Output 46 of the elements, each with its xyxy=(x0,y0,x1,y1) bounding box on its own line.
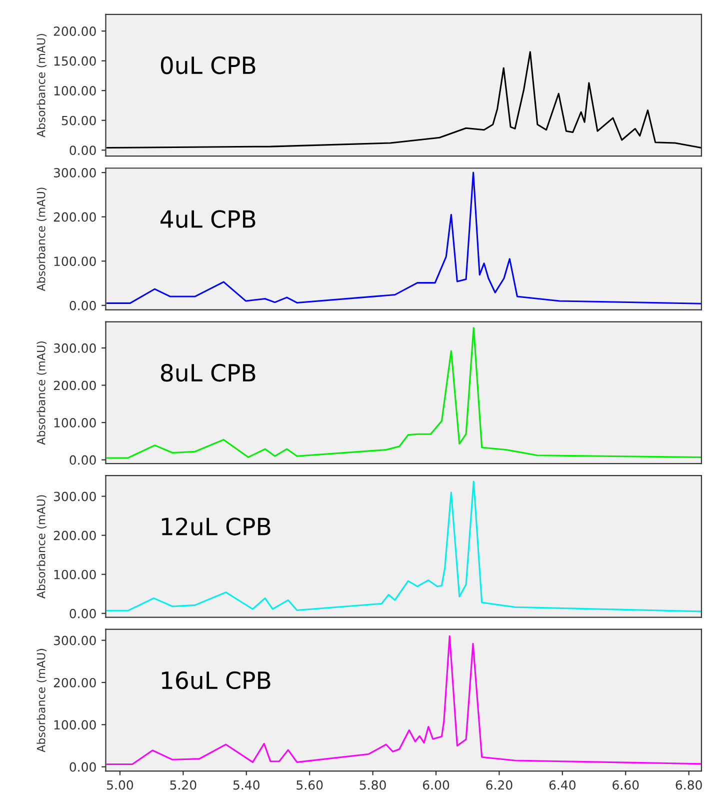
y-tick-label: 150.00 xyxy=(54,56,96,66)
y-tick-label: 300.00 xyxy=(54,343,96,353)
x-tick-label: 5.00 xyxy=(107,780,134,790)
x-tick-label: 6.20 xyxy=(486,780,512,790)
x-tick-label: 6.40 xyxy=(549,780,576,790)
y-axis-title: Absorbance (mAU) xyxy=(36,34,47,138)
y-tick-label: 200.00 xyxy=(54,380,96,390)
y-tick-label: 50.00 xyxy=(62,116,96,126)
x-tick-label: 5.40 xyxy=(233,780,260,790)
y-tick-label: 0.00 xyxy=(70,300,96,310)
y-tick-label: 100.00 xyxy=(54,570,96,580)
line-series xyxy=(106,172,702,304)
y-tick-label: 0.00 xyxy=(70,608,96,618)
y-tick-label: 100.00 xyxy=(54,720,96,730)
y-axis-title: Absorbance (mAU) xyxy=(36,188,47,292)
x-tick-label: 6.80 xyxy=(676,780,702,790)
y-axis-title: Absorbance (mAU) xyxy=(36,341,47,445)
y-tick-label: 0.00 xyxy=(70,762,96,772)
y-tick-label: 100.00 xyxy=(54,86,96,96)
annotation: 8uL CPB xyxy=(160,364,256,382)
y-tick-label: 200.00 xyxy=(54,26,96,36)
x-tick-label: 5.80 xyxy=(360,780,386,790)
y-tick-label: 300.00 xyxy=(54,636,96,646)
y-tick-label: 100.00 xyxy=(54,256,96,266)
x-tick-label: 5.60 xyxy=(296,780,323,790)
x-tick-label: 6.60 xyxy=(612,780,639,790)
y-tick-label: 200.00 xyxy=(54,678,96,688)
annotation: 12uL CPB xyxy=(162,518,270,536)
y-tick-label: 200.00 xyxy=(54,530,96,540)
x-tick-label: 6.00 xyxy=(422,780,450,790)
line-series xyxy=(106,51,702,149)
y-axis-title: Absorbance (mAU) xyxy=(36,648,47,752)
annotation: 16uL CPB xyxy=(162,671,270,690)
annotation: 4uL CPB xyxy=(160,210,256,228)
y-axis-title: Absorbance (mAU) xyxy=(36,495,47,599)
y-tick-label: 100.00 xyxy=(54,418,96,428)
y-tick-label: 0.00 xyxy=(70,455,96,465)
line-series xyxy=(106,635,702,766)
y-tick-label: 0.00 xyxy=(70,146,96,156)
x-tick-label: 5.20 xyxy=(170,780,196,790)
line-series xyxy=(106,480,702,612)
line-series xyxy=(106,327,702,459)
y-tick-label: 200.00 xyxy=(54,212,96,222)
y-tick-label: 300.00 xyxy=(54,492,96,502)
annotation: 0uL CPB xyxy=(160,56,256,74)
y-tick-label: 300.00 xyxy=(54,168,96,178)
